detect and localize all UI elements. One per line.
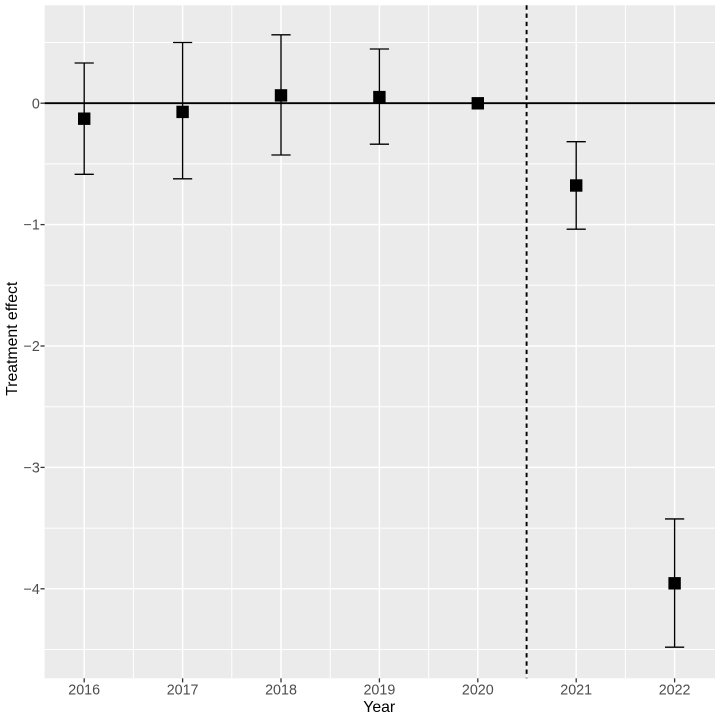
svg-text:0: 0 bbox=[32, 96, 40, 112]
svg-text:2017: 2017 bbox=[167, 683, 199, 699]
svg-text:2022: 2022 bbox=[659, 683, 691, 699]
svg-text:−1: −1 bbox=[23, 218, 39, 234]
svg-text:−4: −4 bbox=[23, 582, 39, 598]
svg-text:−2: −2 bbox=[23, 339, 39, 355]
svg-text:Treatment effect: Treatment effect bbox=[4, 281, 21, 396]
svg-text:2021: 2021 bbox=[560, 683, 592, 699]
svg-text:2018: 2018 bbox=[265, 683, 297, 699]
svg-text:2016: 2016 bbox=[68, 683, 100, 699]
svg-text:Year: Year bbox=[363, 699, 395, 716]
svg-text:2020: 2020 bbox=[462, 683, 494, 699]
svg-text:−3: −3 bbox=[23, 461, 39, 477]
svg-text:2019: 2019 bbox=[363, 683, 395, 699]
